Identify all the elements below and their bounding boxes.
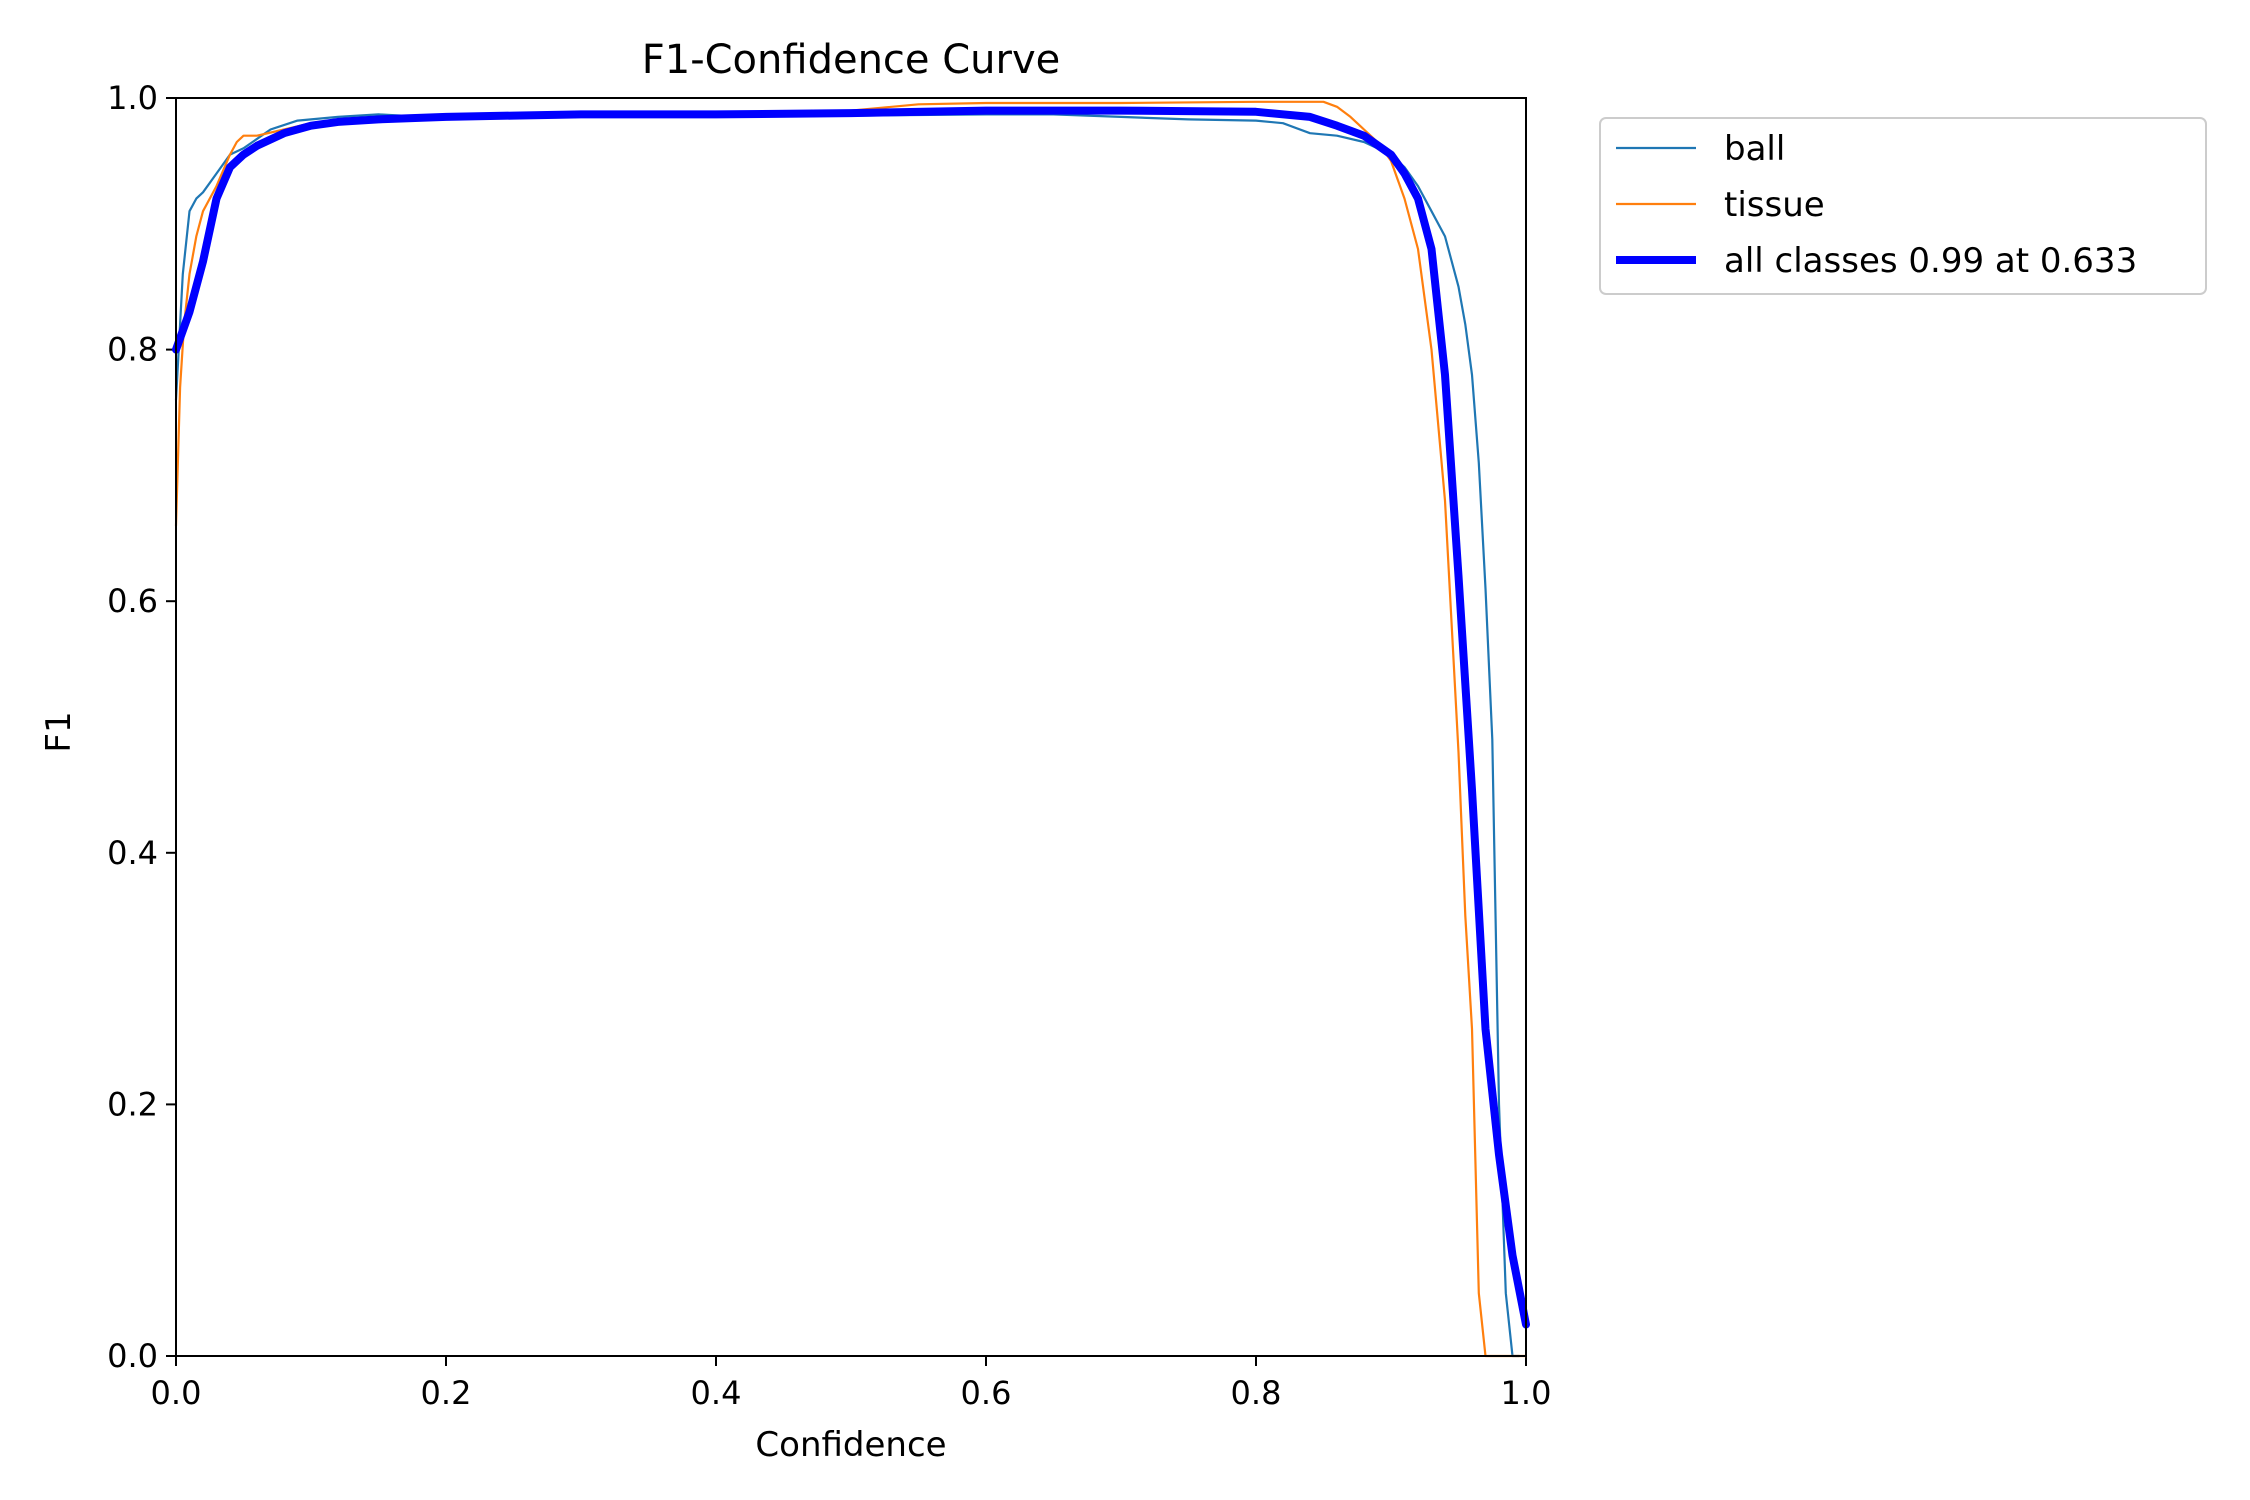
- axis-ticks: 0.0 0.2 0.4 0.6 0.8 1.0 0.0 0.2 0.4 0.6 0.8 1.0: [107, 79, 1551, 1412]
- chart-title: F1-Confidence Curve: [642, 37, 1061, 83]
- y-axis-label: F1: [39, 711, 79, 752]
- x-tick-label: 0.0: [151, 1374, 202, 1412]
- y-tick-label: 0.8: [107, 331, 158, 369]
- x-tick-label: 0.6: [961, 1374, 1012, 1412]
- legend-label: tissue: [1724, 185, 1825, 225]
- x-axis-label: Confidence: [755, 1425, 946, 1465]
- legend-box: [1599, 117, 2207, 295]
- x-tick-label: 1.0: [1501, 1374, 1552, 1412]
- legend-label: all classes 0.99 at 0.633: [1724, 241, 2137, 281]
- y-tick-label: 0.2: [107, 1085, 158, 1123]
- legend-label: ball: [1724, 129, 1785, 169]
- series-line-1: [174, 100, 1528, 1358]
- y-tick-label: 0.6: [107, 582, 158, 620]
- y-tick-label: 0.0: [107, 1337, 158, 1375]
- series-line-0: [174, 113, 1521, 1358]
- plot-lines: [172, 100, 1530, 1358]
- x-tick-label: 0.4: [691, 1374, 742, 1412]
- y-tick-label: 0.4: [107, 834, 158, 872]
- x-tick-label: 0.8: [1231, 1374, 1282, 1412]
- legend: ball tissue all classes 0.99 at 0.633: [1599, 117, 2207, 295]
- series-line-2: [172, 106, 1530, 1329]
- y-tick-label: 1.0: [107, 79, 158, 117]
- x-tick-label: 0.2: [421, 1374, 472, 1412]
- plot-frame: [175, 97, 1527, 1357]
